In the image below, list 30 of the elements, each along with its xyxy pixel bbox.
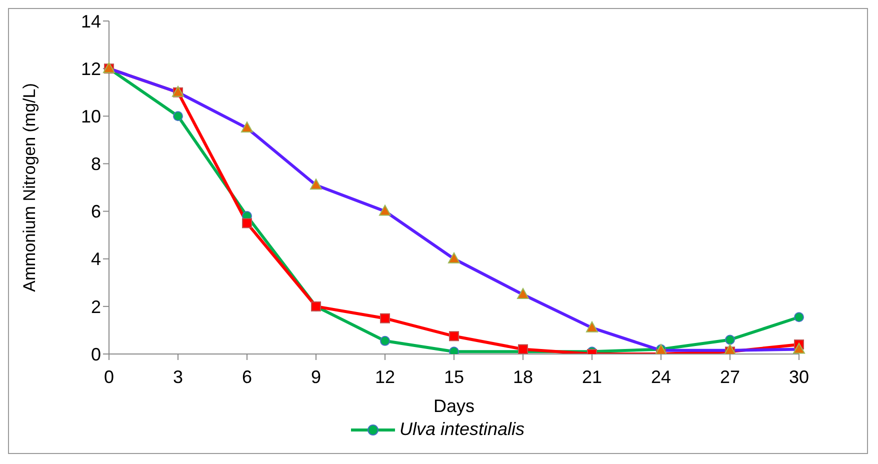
point — [242, 218, 252, 228]
point — [173, 111, 183, 122]
x-tick-label: 15 — [444, 366, 464, 387]
x-tick-label: 0 — [104, 366, 114, 387]
point — [380, 313, 390, 324]
legend-label: Ulva intestinalis — [399, 419, 525, 440]
y-tick-label: 8 — [90, 154, 101, 174]
y-tick-label: 2 — [90, 296, 101, 317]
x-tick-label: 27 — [720, 366, 740, 387]
y-tick-label: 0 — [90, 344, 101, 364]
x-tick-label: 30 — [788, 366, 810, 387]
x-tick-label: 12 — [374, 366, 396, 387]
x-tick-label: 6 — [242, 366, 252, 387]
y-tick-label: 4 — [90, 249, 101, 270]
y-tick-label: 12 — [80, 58, 101, 79]
x-axis-title: Days — [433, 396, 475, 416]
x-tick-label: 18 — [512, 366, 534, 387]
x-tick-label: 21 — [582, 366, 602, 387]
x-tick-label: 24 — [650, 366, 672, 387]
y-tick-label: 10 — [80, 106, 101, 127]
y-tick-label: 6 — [90, 202, 101, 222]
y-tick-label: 14 — [80, 11, 101, 32]
point — [380, 336, 390, 346]
point — [725, 334, 735, 345]
point — [449, 331, 459, 342]
point — [794, 312, 804, 322]
point — [518, 344, 528, 354]
y-axis-title: Ammonium Nitrogen (mg/L) — [20, 83, 40, 292]
x-tick-label: 3 — [172, 366, 184, 387]
x-tick-label: 9 — [310, 366, 322, 387]
